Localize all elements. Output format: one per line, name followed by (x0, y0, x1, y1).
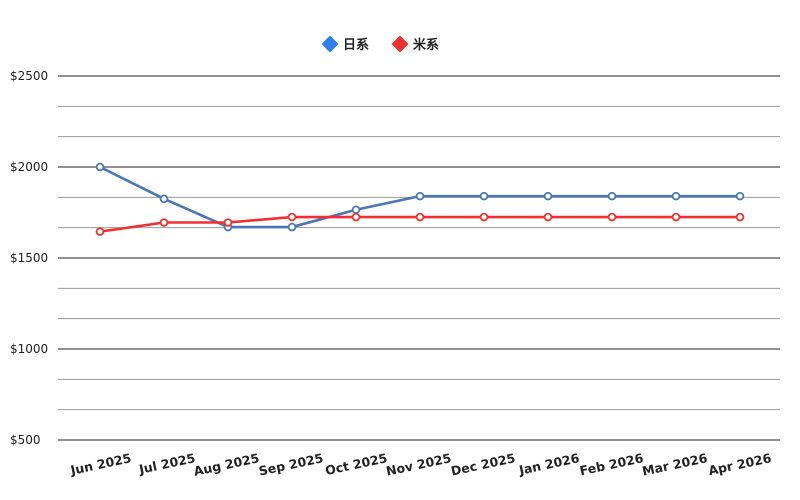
legend-diamond-marker (321, 35, 339, 53)
x-tick-label: Jun 2025 (68, 450, 132, 478)
data-point (607, 212, 617, 222)
x-tick-label: Sep 2025 (257, 450, 324, 478)
y-tick-label: $1000 (10, 342, 48, 356)
series-2 (95, 212, 745, 236)
x-tick-label: Jan 2026 (517, 450, 581, 478)
data-point (479, 191, 489, 201)
x-tick-label: Aug 2025 (192, 450, 260, 479)
legend-diamond-marker (391, 35, 409, 53)
data-point (351, 212, 361, 222)
data-point (287, 222, 297, 232)
data-point (607, 191, 617, 201)
x-tick-label: Oct 2025 (324, 450, 389, 478)
series-lines (95, 162, 745, 236)
x-tick-label: Nov 2025 (385, 450, 453, 478)
data-point (479, 212, 489, 222)
y-tick-label: $2500 (10, 69, 48, 83)
x-tick-label: Jul 2025 (137, 450, 197, 477)
data-point (671, 191, 681, 201)
data-point (735, 191, 745, 201)
data-point (415, 191, 425, 201)
legend-item: 米系 (391, 35, 439, 53)
data-point (543, 191, 553, 201)
data-point (415, 212, 425, 222)
legend-label: 米系 (413, 37, 439, 53)
data-point (159, 218, 169, 227)
data-point (159, 194, 169, 204)
y-axis-ticks: $500 $1000 $1500 $2000 $2500 (10, 69, 48, 447)
grid (58, 75, 780, 441)
x-tick-label: Feb 2026 (578, 450, 645, 478)
y-tick-label: $1500 (10, 251, 48, 265)
legend-item: 日系 (321, 35, 369, 53)
y-tick-label: $2000 (10, 160, 48, 174)
y-tick-label: $500 (10, 433, 41, 447)
data-point (95, 227, 105, 236)
data-point (543, 212, 553, 222)
data-point (351, 205, 361, 215)
x-tick-label: Apr 2026 (707, 450, 773, 478)
data-point (671, 212, 681, 222)
legend-label: 日系 (343, 37, 369, 53)
legend: 日系 米系 (321, 35, 439, 53)
data-point (735, 212, 745, 222)
data-point (95, 162, 105, 172)
x-tick-label: Mar 2026 (641, 450, 709, 478)
series-1 (95, 162, 745, 232)
x-tick-label: Dec 2025 (450, 450, 517, 478)
data-point (223, 218, 233, 227)
data-point (287, 212, 297, 222)
